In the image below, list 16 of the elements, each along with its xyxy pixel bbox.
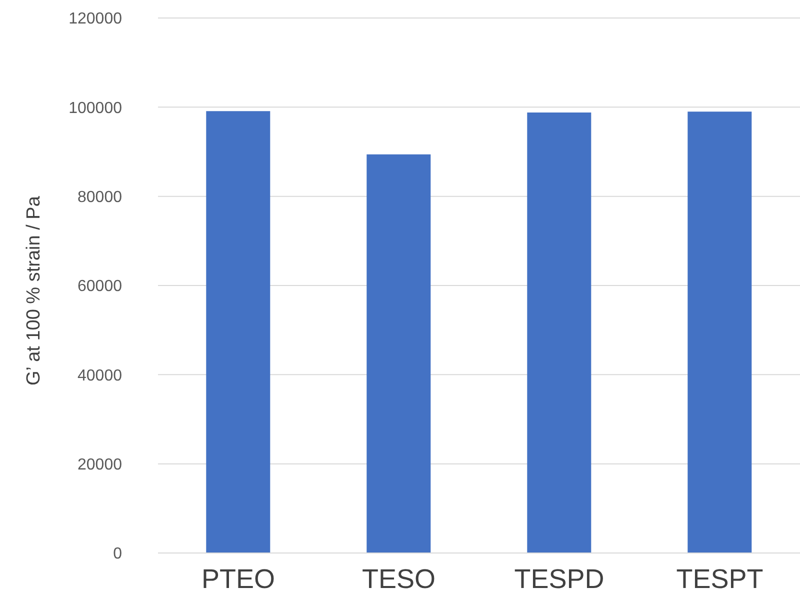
y-tick-label: 80000: [78, 189, 122, 206]
bar: [206, 111, 270, 553]
y-tick-label: 20000: [78, 456, 122, 474]
bar: [366, 154, 431, 553]
x-tick-label: TESPD: [514, 564, 604, 594]
x-tick-label: PTEO: [201, 564, 276, 594]
bar: [688, 112, 752, 553]
y-tick-label: 60000: [78, 278, 122, 296]
y-tick-label: 100000: [68, 100, 122, 117]
y-tick-label: 40000: [78, 367, 122, 384]
y-axis-title: G’ at 100 % strain / Pa: [24, 196, 45, 386]
y-tick-label: 120000: [68, 10, 122, 28]
x-tick-label: TESO: [362, 564, 436, 594]
x-tick-label: TESPT: [676, 564, 764, 594]
bar: [527, 112, 592, 553]
y-tick-label: 0: [113, 546, 122, 563]
